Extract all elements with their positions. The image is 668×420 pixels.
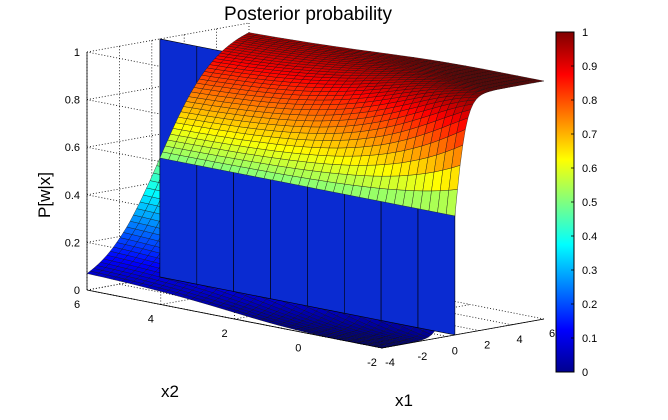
grid-line: [160, 275, 323, 305]
colorbar-tick-label: 0.9: [582, 61, 597, 73]
axis-ticks: 0 0.2 0.4 0.6 0.8 1 -4 -2 0 2 4 6 -2 0 2 4 6: [65, 47, 555, 369]
colorbar-tick-label: 0: [582, 367, 588, 379]
z-axis-label: P[w|x]: [35, 172, 54, 218]
y-axis-line: [86, 289, 383, 349]
grid-line: [86, 70, 250, 100]
chart-title: Posterior probability: [224, 4, 392, 25]
x-tick-label: 4: [517, 334, 523, 346]
colorbar: 0 0.1 0.2 0.3 0.4 0.5 0.6 0.7 0.8 0.9 1: [555, 27, 597, 379]
x-axis-line: [381, 318, 545, 349]
x-axis-label: x1: [395, 391, 413, 410]
grid-line: [86, 260, 250, 291]
x-tick-label: -4: [385, 357, 395, 369]
z-tick-label: 0.8: [65, 95, 80, 107]
surface: [86, 32, 545, 349]
x-tick-label: 0: [452, 345, 458, 357]
grid-line: [86, 165, 250, 196]
x-tick-label: -2: [418, 351, 428, 363]
colorbar-tick-label: 0.6: [582, 163, 597, 175]
grid-line: [86, 213, 250, 243]
x-tick-label: 6: [549, 328, 555, 340]
z-tick-label: 0.2: [65, 237, 80, 249]
z-tick-label: 0: [74, 285, 80, 297]
y-tick-label: 0: [295, 343, 301, 355]
colorbar-tick-label: 0.4: [582, 231, 597, 243]
y-tick-label: -2: [367, 357, 377, 369]
colorbar-tick-label: 0.2: [582, 299, 597, 311]
y-tick-label: 6: [74, 299, 80, 311]
grid-line: [86, 117, 250, 148]
colorbar-tick-label: 0.7: [582, 129, 597, 141]
z-tick-label: 1: [74, 47, 80, 59]
colorbar-tick-label: 1: [582, 27, 588, 39]
y-tick-label: 2: [221, 328, 227, 340]
y-tick-label: 4: [148, 314, 154, 326]
colorbar-tick-label: 0.8: [582, 95, 597, 107]
colorbar-tick-label: 0.1: [582, 333, 597, 345]
front-axis-lines: [86, 289, 545, 349]
x-tick-label: 2: [484, 340, 490, 352]
colorbar-tick-label: 0.3: [582, 265, 597, 277]
grid-line: [86, 22, 250, 53]
surface-quad: [532, 79, 545, 82]
z-tick-label: 0.6: [65, 142, 80, 154]
colorbar-tick-label: 0.5: [582, 197, 597, 209]
y-axis-label: x2: [161, 382, 179, 401]
z-tick-label: 0.4: [65, 190, 80, 202]
